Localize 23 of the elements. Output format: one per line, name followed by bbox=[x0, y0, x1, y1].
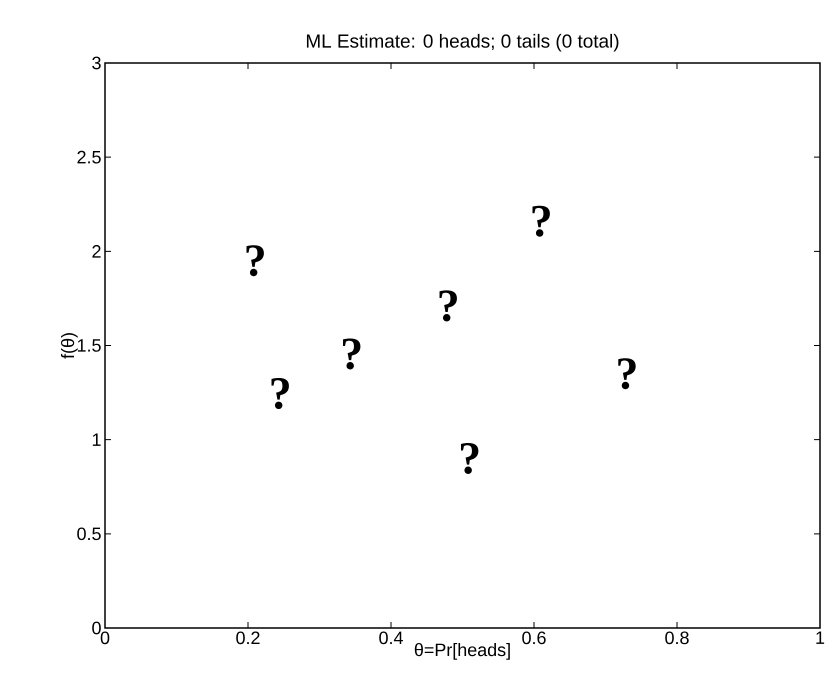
y-axis-title: f(θ) bbox=[61, 333, 78, 359]
annotation: ? bbox=[272, 378, 289, 410]
y-tick-label: 1 bbox=[92, 433, 101, 446]
x-tick-label: 0.4 bbox=[379, 631, 403, 644]
y-tick-label: 2.5 bbox=[77, 150, 101, 164]
x-tick-label: 0.2 bbox=[236, 631, 260, 644]
x-tick-label: 0.8 bbox=[665, 631, 689, 644]
y-tick-label: 1.5 bbox=[78, 339, 101, 352]
x-tick-label: 0 bbox=[100, 631, 110, 644]
y-tick-label: 0.5 bbox=[77, 527, 101, 540]
annotation: ? bbox=[246, 245, 264, 276]
annotation: ? bbox=[460, 442, 478, 474]
chart-title: ML Estimate: 0 heads; 0 tails (0 total) bbox=[306, 34, 618, 52]
y-tick-label: 0 bbox=[92, 622, 101, 634]
annotation: ? bbox=[343, 338, 360, 370]
x-axis-title: θ=Pr[heads] bbox=[414, 643, 510, 660]
annotation: ? bbox=[618, 358, 636, 390]
annotation: ? bbox=[440, 290, 457, 322]
y-tick-label: 2 bbox=[92, 245, 101, 258]
x-tick-label: 1 bbox=[816, 631, 824, 644]
annotation: ? bbox=[532, 206, 550, 237]
x-tick-label: 0.6 bbox=[522, 631, 546, 644]
y-tick-label: 3 bbox=[92, 56, 101, 70]
